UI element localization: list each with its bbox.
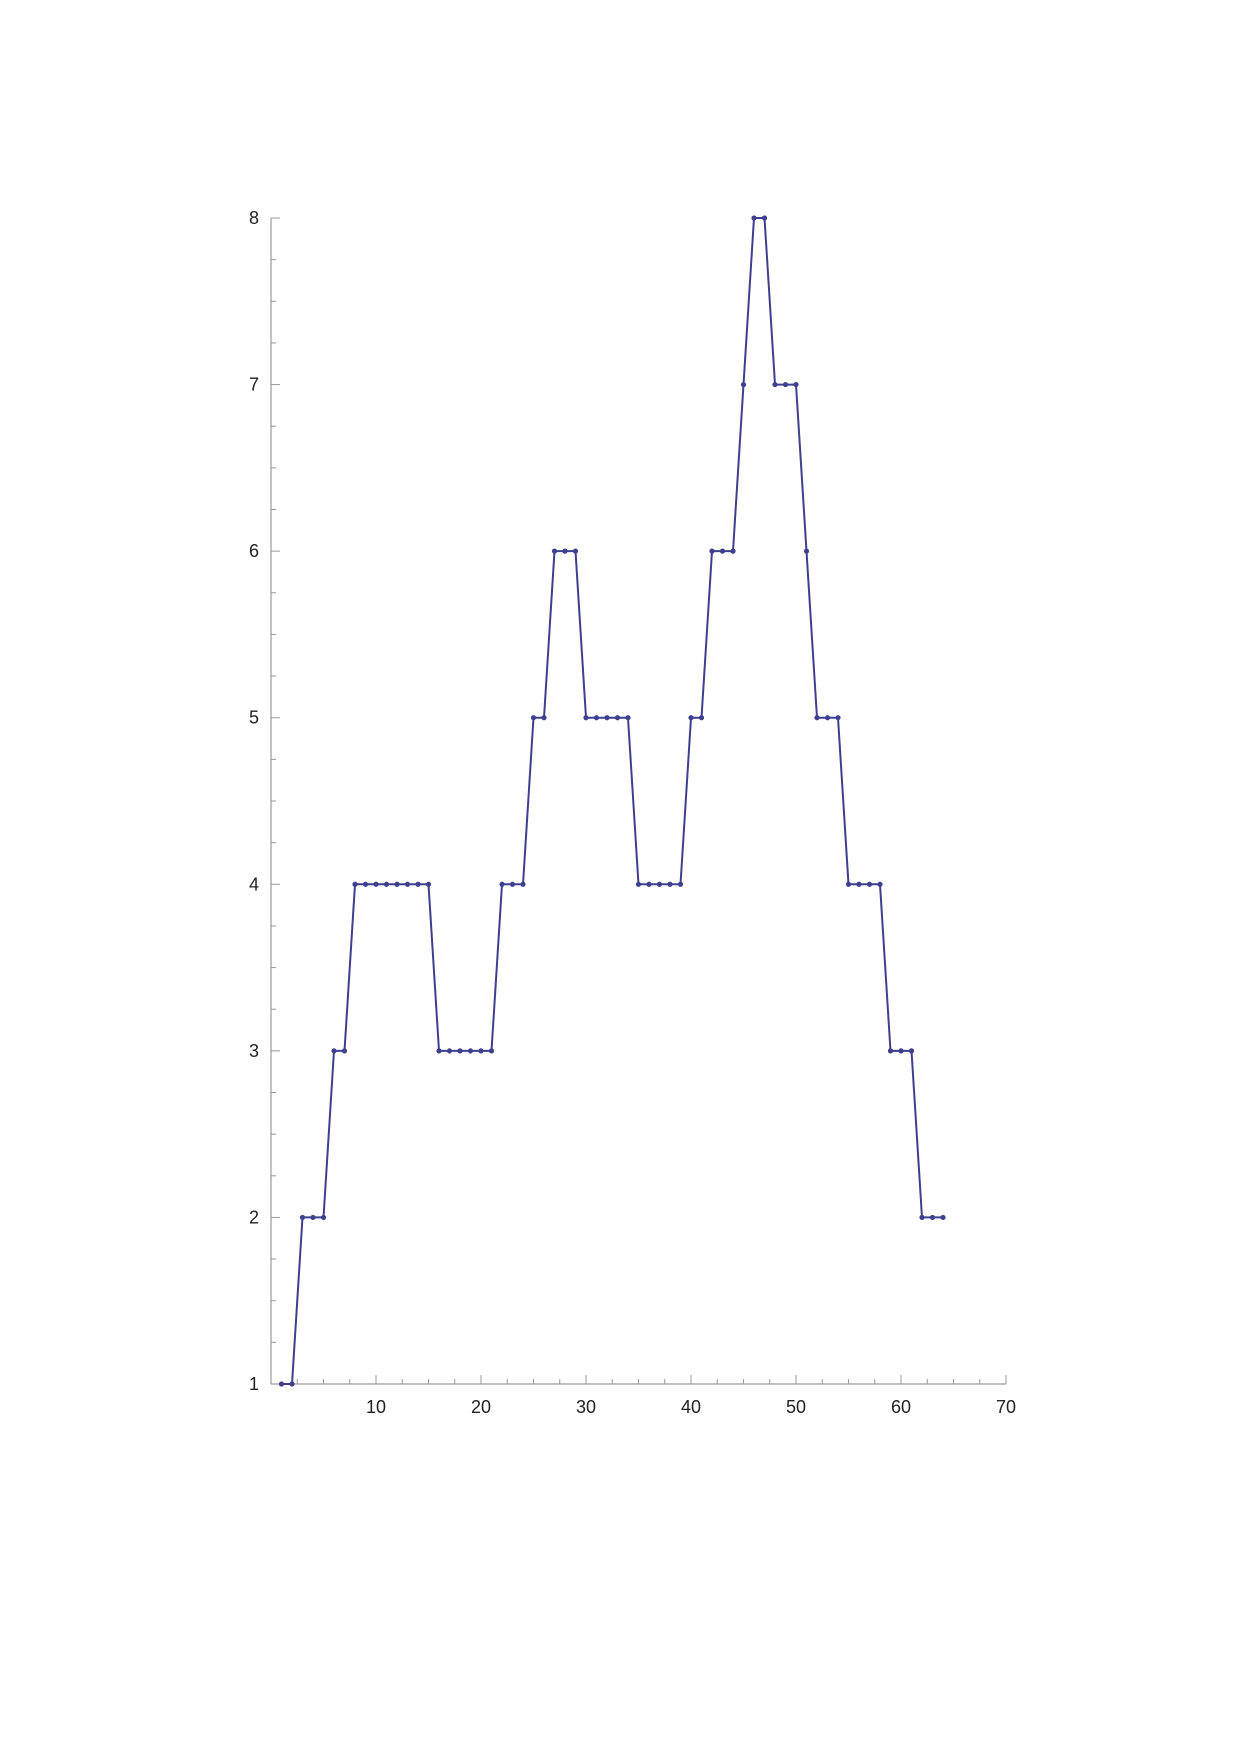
x-tick-label: 50 bbox=[786, 1397, 806, 1417]
data-point bbox=[866, 881, 873, 887]
data-point bbox=[803, 548, 810, 554]
data-point bbox=[394, 881, 400, 887]
data-point bbox=[562, 548, 568, 554]
data-point bbox=[845, 881, 852, 887]
data-point bbox=[646, 881, 652, 887]
data-point bbox=[278, 1381, 285, 1387]
data-point bbox=[310, 1214, 316, 1221]
y-tick-label: 2 bbox=[249, 1207, 259, 1227]
data-point bbox=[625, 715, 631, 721]
y-tick-label: 4 bbox=[249, 874, 259, 894]
data-point bbox=[520, 881, 526, 887]
data-point bbox=[761, 215, 768, 221]
data-point bbox=[719, 548, 726, 554]
data-point bbox=[341, 1048, 348, 1054]
data-point bbox=[331, 1048, 337, 1054]
x-tick-label: 70 bbox=[996, 1397, 1016, 1417]
data-point bbox=[289, 1381, 295, 1387]
data-point bbox=[436, 1048, 442, 1054]
y-tick-label: 3 bbox=[249, 1041, 259, 1061]
data-point bbox=[898, 1048, 904, 1054]
x-tick-label: 60 bbox=[891, 1397, 911, 1417]
data-point bbox=[698, 715, 705, 721]
data-point bbox=[593, 715, 600, 721]
tick-labels: 10 20 30 40 50 60 70 1 2 3 4 5 6 7 8 bbox=[249, 208, 1016, 1417]
data-point bbox=[352, 881, 358, 887]
x-tick-label: 30 bbox=[576, 1397, 596, 1417]
data-point bbox=[541, 715, 547, 721]
data-point bbox=[656, 881, 663, 887]
data-point bbox=[772, 381, 778, 388]
y-tick-label: 8 bbox=[249, 208, 259, 228]
y-tick-label: 5 bbox=[249, 708, 259, 728]
data-point bbox=[635, 881, 642, 887]
axes bbox=[270, 218, 1006, 1385]
data-point bbox=[415, 881, 421, 887]
data-point bbox=[856, 881, 862, 887]
data-point bbox=[604, 715, 610, 721]
x-tick-label: 10 bbox=[366, 1397, 386, 1417]
data-point bbox=[499, 881, 505, 887]
data-point bbox=[877, 881, 883, 887]
data-point bbox=[488, 1048, 495, 1054]
data-point bbox=[320, 1214, 327, 1221]
axis-ticks bbox=[270, 217, 1007, 1385]
data-point bbox=[362, 881, 369, 887]
data-point bbox=[383, 881, 390, 887]
data-point bbox=[730, 548, 736, 554]
data-point bbox=[478, 1048, 484, 1054]
data-point bbox=[551, 548, 558, 554]
data-point bbox=[887, 1048, 894, 1054]
data-point bbox=[583, 715, 589, 721]
data-point bbox=[740, 381, 747, 388]
y-tick-label: 6 bbox=[249, 541, 259, 561]
data-point bbox=[425, 881, 432, 887]
data-point bbox=[908, 1048, 915, 1054]
data-point bbox=[373, 881, 379, 887]
data-point bbox=[572, 548, 579, 554]
data-point bbox=[782, 381, 789, 388]
data-point bbox=[299, 1214, 306, 1221]
series-group bbox=[278, 215, 946, 1387]
data-point bbox=[793, 381, 799, 388]
data-point bbox=[667, 881, 673, 887]
data-point bbox=[751, 215, 757, 221]
data-point bbox=[404, 881, 411, 887]
data-point bbox=[835, 715, 841, 721]
x-tick-label: 20 bbox=[471, 1397, 491, 1417]
data-point bbox=[467, 1048, 474, 1054]
y-tick-label: 1 bbox=[249, 1374, 259, 1394]
data-point bbox=[919, 1214, 925, 1221]
data-point bbox=[509, 881, 516, 887]
x-tick-label: 40 bbox=[681, 1397, 701, 1417]
data-point bbox=[614, 715, 621, 721]
data-point bbox=[677, 881, 684, 887]
data-point bbox=[457, 1048, 463, 1054]
y-tick-label: 7 bbox=[249, 375, 259, 395]
data-point bbox=[688, 715, 694, 721]
data-point bbox=[929, 1214, 936, 1221]
data-point bbox=[530, 715, 537, 721]
data-point bbox=[709, 548, 715, 554]
data-point bbox=[940, 1214, 946, 1221]
series-line bbox=[281, 217, 943, 1385]
data-point bbox=[814, 715, 820, 721]
data-point bbox=[824, 715, 831, 721]
data-point bbox=[446, 1048, 453, 1054]
